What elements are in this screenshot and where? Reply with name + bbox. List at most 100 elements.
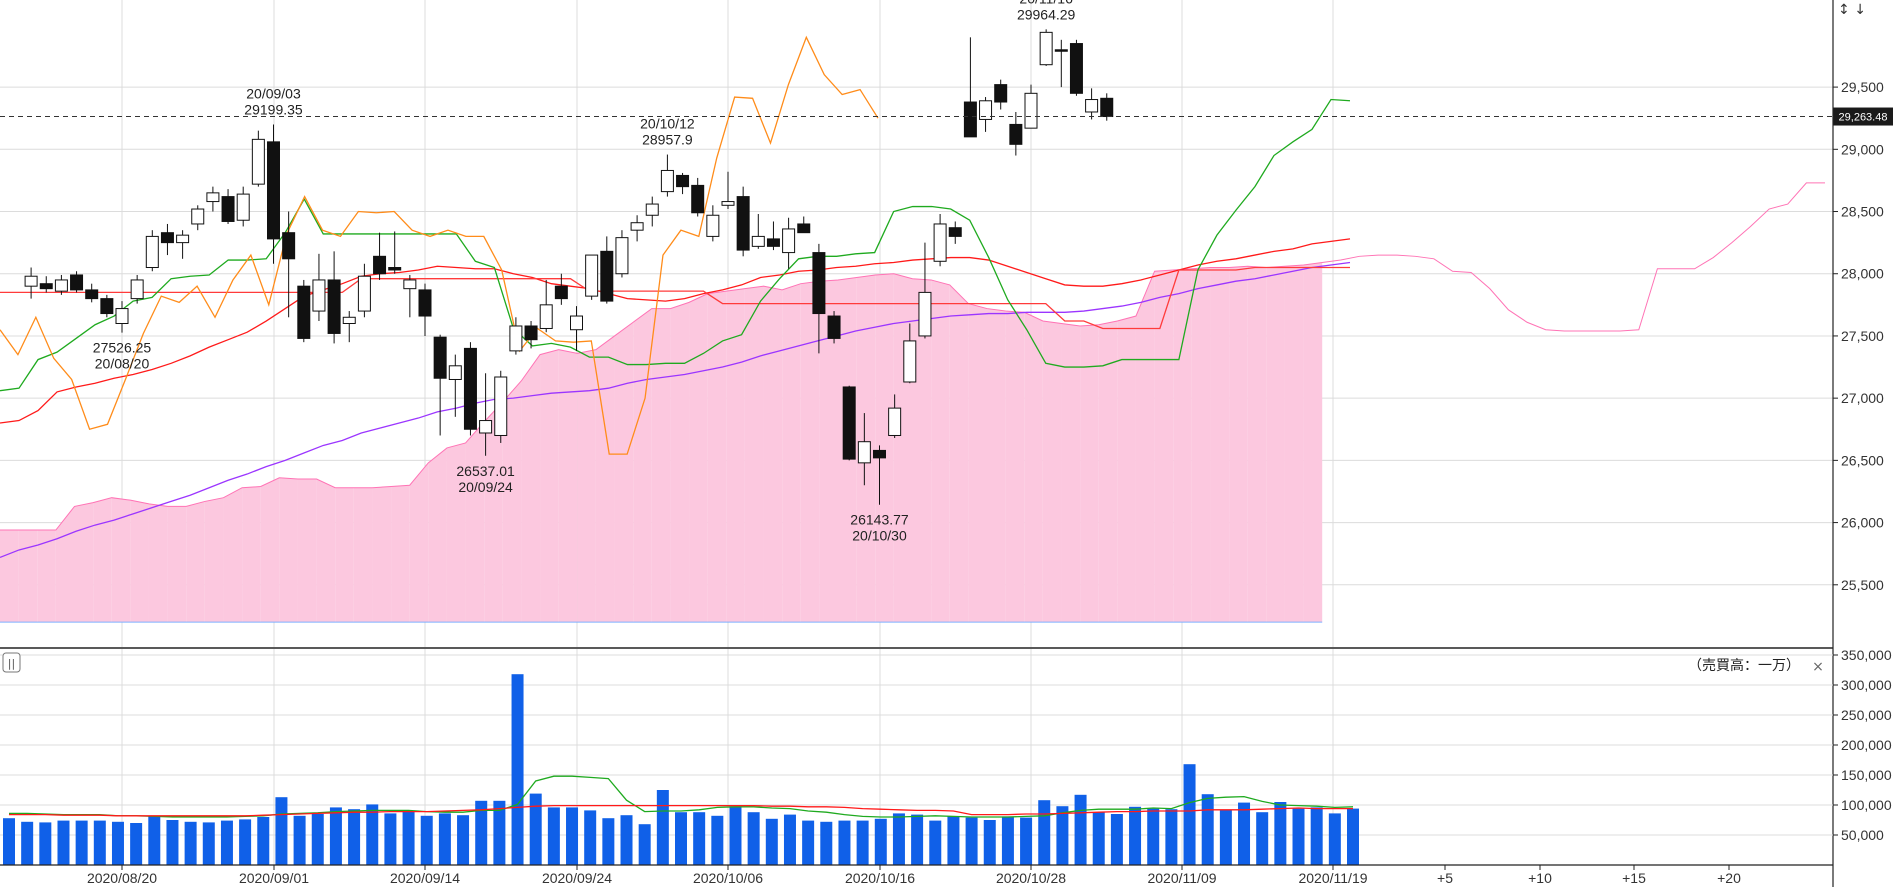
candle-body <box>388 267 402 271</box>
cloud-segment <box>1266 266 1285 623</box>
volume-bar <box>929 820 942 865</box>
volume-bar <box>1292 808 1305 865</box>
current-price-label: 29,263.48 <box>1839 112 1888 124</box>
panel-handle-button[interactable]: || <box>2 652 21 673</box>
cloud-segment <box>1005 311 1025 623</box>
price-tick-label: 29,000 <box>1841 141 1884 157</box>
volume-bar <box>366 804 379 865</box>
cloud-segment <box>726 288 745 623</box>
scroll-arrows-icon[interactable]: ↕ ↓ <box>1838 2 1866 18</box>
chikou-span-line <box>0 35 879 455</box>
candle-body <box>1069 43 1083 94</box>
x-tick-label: 2020/09/24 <box>542 870 612 886</box>
annotation-date: 20/09/03 <box>246 86 301 102</box>
volume-bar <box>348 809 361 865</box>
cloud-segment <box>353 487 373 623</box>
volume-bar <box>911 814 924 865</box>
candle-body <box>39 283 53 290</box>
candle-body <box>736 196 750 251</box>
cloud-segment <box>1284 265 1304 623</box>
volume-bar <box>1219 810 1232 865</box>
panel-handle-icon: || <box>8 657 15 670</box>
cloud-segment <box>18 530 38 623</box>
volume-bar <box>220 820 233 865</box>
price-tick-label: 27,000 <box>1841 390 1884 406</box>
cloud-segment <box>1210 267 1230 623</box>
volume-bar <box>711 815 724 865</box>
cloud-segment <box>223 487 243 623</box>
cloud-segment <box>558 349 578 623</box>
date-x-axis: 2020/08/20 2020/09/01 2020/09/14 2020/09/24… <box>0 864 1833 886</box>
candle-body <box>933 223 947 262</box>
cloud-segment <box>577 349 596 623</box>
cloud-segment <box>633 308 652 623</box>
cloud-segment <box>1154 269 1174 623</box>
candle-body <box>524 325 538 341</box>
volume-bar <box>820 821 833 865</box>
candle-body <box>1085 99 1099 113</box>
volume-grid <box>0 649 1833 865</box>
volume-ma-lines <box>9 775 1354 818</box>
volume-bar <box>166 820 179 865</box>
cloud-segment <box>167 506 187 623</box>
volume-bar <box>39 822 52 865</box>
candle-body <box>342 316 356 324</box>
close-icon[interactable]: × <box>1812 659 1824 675</box>
annotation-value: 28957.9 <box>642 132 693 148</box>
sma-short-line <box>0 238 1351 424</box>
volume-bar <box>511 674 524 865</box>
volume-bar <box>420 815 433 865</box>
x-tick-label: 2020/10/06 <box>693 870 763 886</box>
candle-body <box>1100 97 1114 118</box>
candle-body <box>630 222 644 231</box>
volume-bar <box>983 820 996 865</box>
candle-body <box>812 252 826 315</box>
cloud-segment <box>875 273 894 623</box>
volume-bar <box>1129 806 1142 865</box>
candle-body <box>463 347 477 430</box>
volume-bar <box>620 815 633 865</box>
candle-body <box>312 279 326 312</box>
annotation-date: 20/10/30 <box>852 528 907 544</box>
annotation-value: 26143.77 <box>850 512 909 528</box>
sma-long-line <box>0 261 1351 559</box>
volume-bar <box>1328 813 1341 865</box>
annotation-value: 29199.35 <box>244 102 303 118</box>
x-tick-label: +10 <box>1528 870 1552 886</box>
cloud-segment <box>595 335 615 623</box>
x-tick-label: 2020/09/14 <box>390 870 460 886</box>
volume-bar <box>184 821 197 865</box>
candle-body <box>1024 92 1038 129</box>
candle-body <box>691 184 705 214</box>
candle-body <box>963 101 977 138</box>
cloud-segment <box>931 279 950 623</box>
volume-bar <box>1310 807 1323 865</box>
volume-bar <box>693 812 706 865</box>
volume-y-axis: 50,000 100,000 150,000 200,000 250,000 300,00… <box>1833 647 1892 843</box>
candle-body <box>827 315 841 339</box>
x-tick-label: +20 <box>1717 870 1741 886</box>
kijun-sen-line <box>0 266 1350 330</box>
cloud-segment <box>204 497 224 623</box>
volume-ma-red-line <box>9 804 1353 817</box>
volume-bar <box>747 812 760 865</box>
candle-body <box>706 214 720 237</box>
cloud-segment <box>1247 266 1267 623</box>
volume-bar <box>802 820 815 865</box>
indicator-lines <box>0 35 1351 559</box>
volume-bar <box>1001 816 1014 865</box>
volume-bar <box>765 818 778 865</box>
candle-body <box>570 315 583 331</box>
candle-body <box>721 201 735 206</box>
volume-bar <box>1147 808 1160 865</box>
candle-body <box>130 279 144 300</box>
cloud-segment <box>521 354 541 623</box>
volume-bar <box>21 821 34 865</box>
volume-bar <box>111 821 124 865</box>
cloud-segment <box>316 479 336 623</box>
x-tick-label: 2020/10/28 <box>996 870 1066 886</box>
candle-body <box>842 386 856 460</box>
volume-bar <box>493 800 506 865</box>
cloud-segment <box>1024 312 1043 623</box>
